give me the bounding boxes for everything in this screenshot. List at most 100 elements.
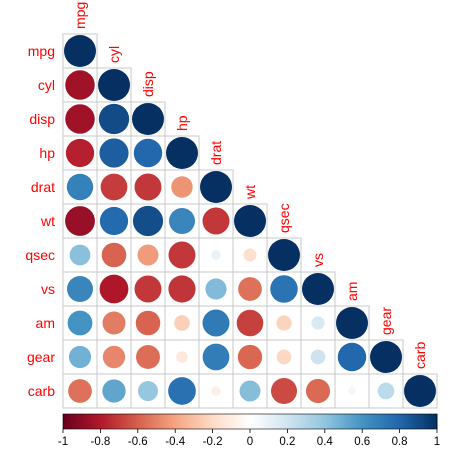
colorbar-segment	[106, 414, 109, 429]
colorbar-segment	[250, 414, 253, 429]
colorbar-segment	[360, 414, 363, 429]
corr-circle-hp-cyl	[99, 138, 129, 168]
colorbar-segment	[253, 414, 257, 429]
colorbar-segment	[147, 414, 150, 429]
colorbar-segment	[63, 414, 66, 429]
colorbar-segment	[201, 414, 204, 429]
colorbar-segment	[427, 414, 431, 429]
colorbar-segment	[425, 414, 429, 429]
colorbar-segment	[251, 414, 255, 429]
colorbar-segment	[423, 414, 427, 429]
colorbar-segment	[259, 414, 262, 429]
colorbar-segment	[132, 414, 135, 429]
colorbar-segment	[311, 414, 315, 429]
column-label-vs: vs	[310, 253, 326, 267]
corr-circle-vs-qsec	[270, 275, 298, 303]
grid-cell	[62, 237, 98, 273]
colorbar-segment	[397, 414, 401, 429]
column-label-wt: wt	[242, 185, 258, 200]
colorbar-segment	[431, 414, 434, 429]
colorbar-segment	[349, 414, 352, 429]
colorbar-segment	[66, 414, 70, 429]
column-label-hp: hp	[174, 115, 190, 131]
colorbar-segment	[356, 414, 359, 429]
colorbar-segment	[210, 414, 214, 429]
colorbar-tick-label: 0.2	[279, 436, 295, 448]
colorbar-segment	[87, 414, 90, 429]
grid-cell	[164, 169, 200, 205]
colorbar-segment	[113, 414, 116, 429]
colorbar-segment	[177, 414, 180, 429]
colorbar-segment	[120, 414, 124, 429]
colorbar-segment	[257, 414, 260, 429]
colorbar-segment	[193, 414, 197, 429]
colorbar-segment	[294, 414, 298, 429]
row-label-am: am	[36, 315, 55, 331]
colorbar-segment	[167, 414, 171, 429]
colorbar-segment	[328, 414, 331, 429]
row-label-drat: drat	[31, 179, 55, 195]
colorbar-segment	[216, 414, 219, 429]
corr-circle-carb-hp	[168, 377, 196, 405]
colorbar-segment	[195, 414, 199, 429]
colorbar-segment	[214, 414, 217, 429]
colorbar-segment	[141, 414, 144, 429]
row-label-mpg: mpg	[28, 43, 55, 59]
colorbar-segment	[382, 414, 386, 429]
colorbar-segment	[255, 414, 258, 429]
colorbar-segment	[175, 414, 178, 429]
colorbar-segment	[235, 414, 238, 429]
colorbar-segment	[91, 414, 94, 429]
corr-circle-drat-drat	[200, 171, 232, 203]
colorbar-segment	[83, 414, 86, 429]
colorbar-segment	[111, 414, 114, 429]
corr-circle-disp-cyl	[98, 103, 130, 135]
colorbar-segment	[218, 414, 221, 429]
colorbar-segment	[375, 414, 378, 429]
corr-circle-gear-vs	[310, 349, 326, 365]
corr-circle-drat-hp	[171, 176, 193, 198]
corr-circle-am-mpg	[67, 310, 93, 336]
colorbar-tick-label: -0.6	[128, 436, 148, 448]
colorbar-segment	[433, 414, 436, 429]
colorbar-segment	[302, 414, 305, 429]
colorbar-segment	[293, 414, 296, 429]
colorbar-segment	[393, 414, 397, 429]
colorbar-segment	[298, 414, 301, 429]
colorbar-ticks: -1 -0.8 -0.6 -0.4 -0.2 0 0.2 0.4 0.6 0.8 1	[58, 429, 440, 448]
corr-circle-carb-am	[348, 387, 356, 395]
colorbar-segment	[74, 414, 77, 429]
column-label-carb: carb	[412, 342, 428, 369]
column-label-gear: gear	[378, 307, 394, 335]
row-label-hp: hp	[39, 145, 55, 161]
colorbar-segment	[128, 414, 131, 429]
corr-circle-hp-disp	[133, 138, 163, 168]
colorbar-segment	[162, 414, 165, 429]
colorbar-segment	[300, 414, 303, 429]
corr-circle-qsec-drat	[211, 250, 221, 260]
corr-circle-gear-gear	[370, 341, 402, 373]
colorbar-segment	[173, 414, 176, 429]
colorbar-segment	[149, 414, 152, 429]
colorbar-segment	[182, 414, 186, 429]
corr-circle-gear-drat	[202, 343, 230, 371]
corr-circle-gear-am	[337, 342, 367, 372]
colorbar-segment	[248, 414, 251, 429]
colorbar-segment	[171, 414, 174, 429]
colorbar-segment	[139, 414, 143, 429]
colorbar-segment	[407, 414, 410, 429]
colorbar-segment	[152, 414, 156, 429]
colorbar-segment	[337, 414, 341, 429]
corr-circle-gear-wt	[237, 344, 263, 370]
colorbar-segment	[184, 414, 187, 429]
corr-circle-vs-drat	[205, 278, 227, 300]
corr-circle-gear-qsec	[276, 349, 292, 365]
corr-circle-disp-disp	[132, 103, 164, 135]
colorbar-segment	[169, 414, 172, 429]
colorbar-segment	[330, 414, 333, 429]
colorbar-segment	[268, 414, 272, 429]
colorbar-segment	[104, 414, 107, 429]
corr-circle-am-wt	[236, 309, 264, 337]
colorbar-tick-label: -1	[58, 436, 68, 448]
colorbar-segment	[208, 414, 212, 429]
